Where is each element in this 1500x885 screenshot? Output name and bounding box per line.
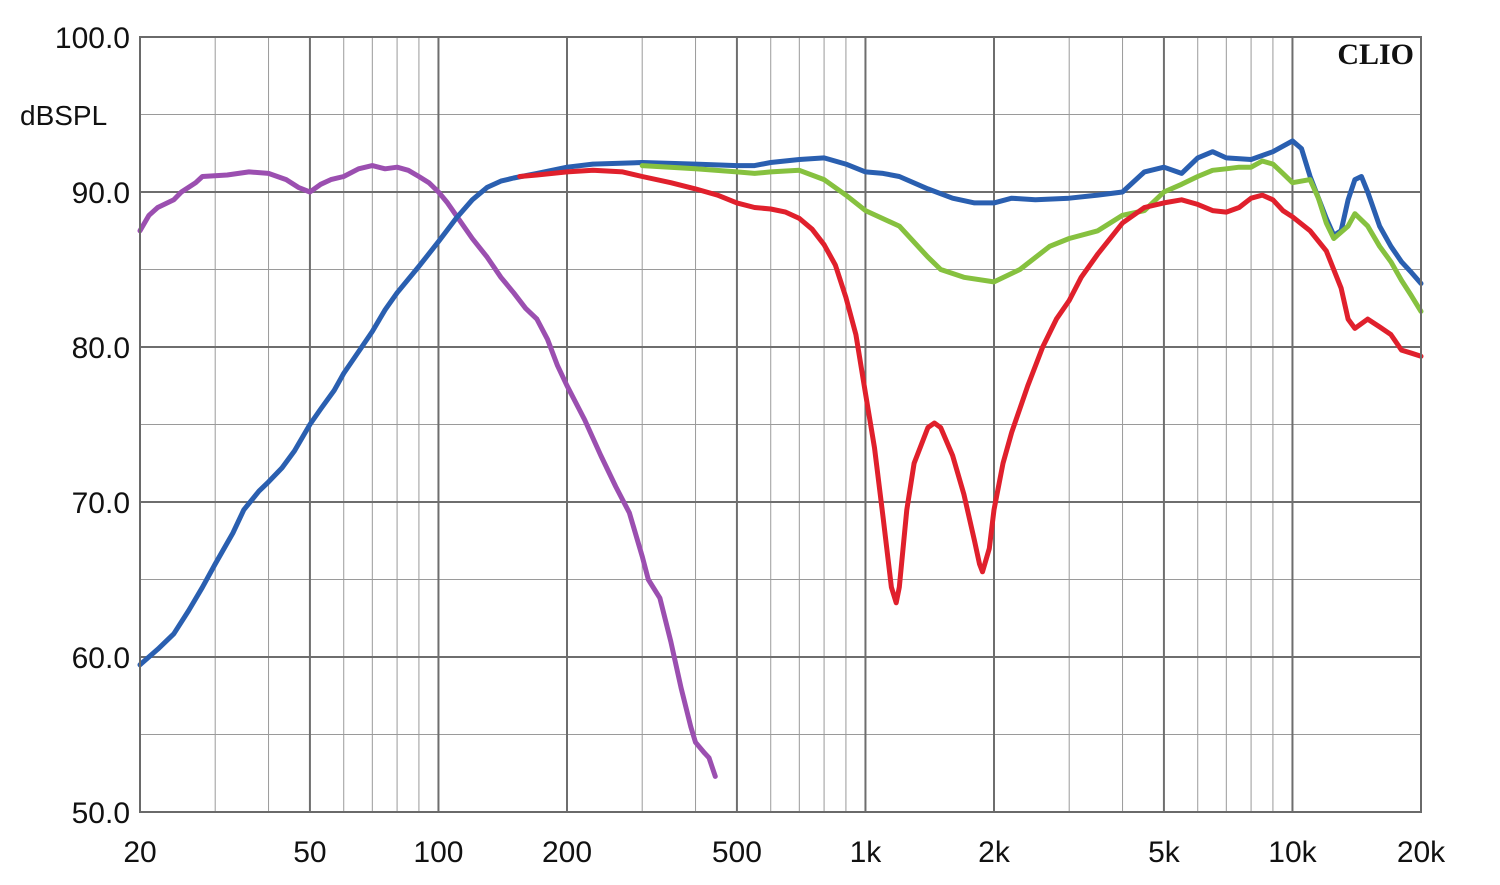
series-layer	[137, 138, 1424, 779]
clio-brand-label: CLIO	[1337, 38, 1414, 71]
x-tick-label: 1k	[850, 836, 883, 869]
x-tick-label: 200	[542, 836, 592, 869]
series-line-1	[137, 163, 718, 779]
series-line-2	[137, 138, 1424, 668]
x-tick-label: 20k	[1397, 836, 1446, 869]
x-tick-label: 2k	[978, 836, 1011, 869]
series-line-3	[639, 158, 1424, 314]
y-axis-unit-label: dBSPL	[20, 100, 107, 131]
x-tick-label: 500	[712, 836, 762, 869]
y-tick-label: 60.0	[72, 642, 130, 675]
y-tick-labels: 100.0 90.0 80.0 70.0 60.0 50.0	[55, 22, 130, 830]
series-line-4	[517, 167, 1424, 606]
y-tick-label: 100.0	[55, 22, 130, 55]
x-tick-label: 50	[293, 836, 326, 869]
y-tick-label: 80.0	[72, 332, 130, 365]
y-tick-label: 50.0	[72, 797, 130, 830]
plot-frame	[139, 36, 1422, 813]
x-tick-label: 5k	[1148, 836, 1181, 869]
x-tick-label: 10k	[1268, 836, 1317, 869]
y-tick-label: 70.0	[72, 487, 130, 520]
y-tick-label: 90.0	[72, 177, 130, 210]
x-tick-label: 100	[413, 836, 463, 869]
x-tick-label: 20	[123, 836, 156, 869]
x-tick-labels: 20 50 100 200 500 1k 2k 5k 10k 20k	[123, 836, 1446, 869]
